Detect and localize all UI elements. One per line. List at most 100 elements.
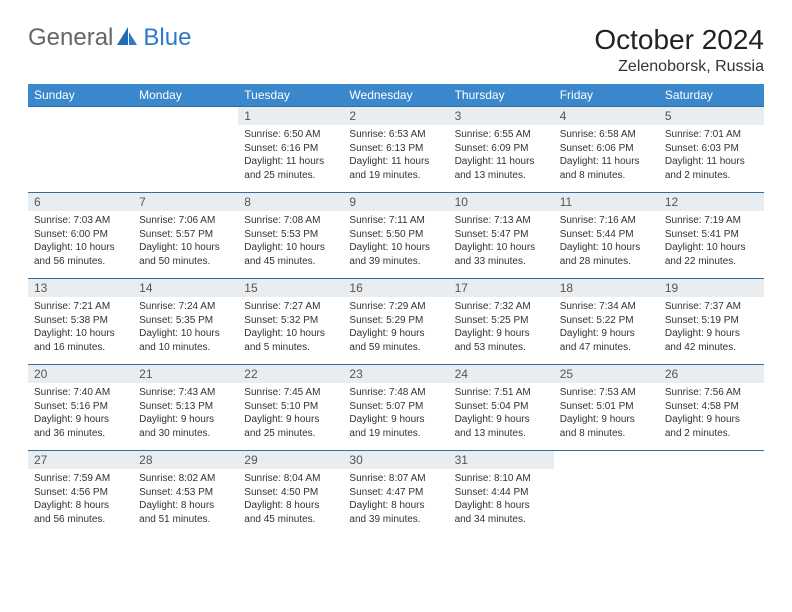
calendar-day-cell: 28Sunrise: 8:02 AMSunset: 4:53 PMDayligh… bbox=[133, 451, 238, 537]
calendar-day-cell: 17Sunrise: 7:32 AMSunset: 5:25 PMDayligh… bbox=[449, 279, 554, 365]
day-number: 22 bbox=[238, 365, 343, 383]
calendar-week-row: 6Sunrise: 7:03 AMSunset: 6:00 PMDaylight… bbox=[28, 193, 764, 279]
sunset-text: Sunset: 5:35 PM bbox=[139, 314, 232, 328]
sunset-text: Sunset: 5:16 PM bbox=[34, 400, 127, 414]
sunset-text: Sunset: 5:44 PM bbox=[560, 228, 653, 242]
sunrise-text: Sunrise: 7:37 AM bbox=[665, 300, 758, 314]
calendar-day-cell: 1Sunrise: 6:50 AMSunset: 6:16 PMDaylight… bbox=[238, 107, 343, 193]
calendar-week-row: 20Sunrise: 7:40 AMSunset: 5:16 PMDayligh… bbox=[28, 365, 764, 451]
day-details: Sunrise: 7:48 AMSunset: 5:07 PMDaylight:… bbox=[343, 383, 448, 442]
day-details: Sunrise: 6:53 AMSunset: 6:13 PMDaylight:… bbox=[343, 125, 448, 184]
day-number: 13 bbox=[28, 279, 133, 297]
day-number: 2 bbox=[343, 107, 448, 125]
day-details: Sunrise: 7:51 AMSunset: 5:04 PMDaylight:… bbox=[449, 383, 554, 442]
day-details: Sunrise: 7:08 AMSunset: 5:53 PMDaylight:… bbox=[238, 211, 343, 270]
daylight-text: Daylight: 9 hours and 47 minutes. bbox=[560, 327, 653, 354]
daylight-text: Daylight: 10 hours and 22 minutes. bbox=[665, 241, 758, 268]
sunrise-text: Sunrise: 7:43 AM bbox=[139, 386, 232, 400]
sunset-text: Sunset: 4:50 PM bbox=[244, 486, 337, 500]
sunset-text: Sunset: 5:13 PM bbox=[139, 400, 232, 414]
sunset-text: Sunset: 6:09 PM bbox=[455, 142, 548, 156]
day-number: 6 bbox=[28, 193, 133, 211]
sunrise-text: Sunrise: 7:11 AM bbox=[349, 214, 442, 228]
sunrise-text: Sunrise: 6:58 AM bbox=[560, 128, 653, 142]
day-number: 29 bbox=[238, 451, 343, 469]
daylight-text: Daylight: 9 hours and 19 minutes. bbox=[349, 413, 442, 440]
calendar-day-cell: 30Sunrise: 8:07 AMSunset: 4:47 PMDayligh… bbox=[343, 451, 448, 537]
day-number: 24 bbox=[449, 365, 554, 383]
daylight-text: Daylight: 10 hours and 28 minutes. bbox=[560, 241, 653, 268]
daylight-text: Daylight: 9 hours and 8 minutes. bbox=[560, 413, 653, 440]
daylight-text: Daylight: 11 hours and 8 minutes. bbox=[560, 155, 653, 182]
day-details: Sunrise: 8:04 AMSunset: 4:50 PMDaylight:… bbox=[238, 469, 343, 528]
day-details: Sunrise: 7:59 AMSunset: 4:56 PMDaylight:… bbox=[28, 469, 133, 528]
daylight-text: Daylight: 8 hours and 34 minutes. bbox=[455, 499, 548, 526]
sunset-text: Sunset: 5:57 PM bbox=[139, 228, 232, 242]
calendar-day-cell: 9Sunrise: 7:11 AMSunset: 5:50 PMDaylight… bbox=[343, 193, 448, 279]
weekday-header: Saturday bbox=[659, 84, 764, 107]
day-number: 25 bbox=[554, 365, 659, 383]
day-details: Sunrise: 7:16 AMSunset: 5:44 PMDaylight:… bbox=[554, 211, 659, 270]
sunrise-text: Sunrise: 7:56 AM bbox=[665, 386, 758, 400]
sunset-text: Sunset: 6:16 PM bbox=[244, 142, 337, 156]
daylight-text: Daylight: 9 hours and 30 minutes. bbox=[139, 413, 232, 440]
weekday-header: Monday bbox=[133, 84, 238, 107]
day-number: 28 bbox=[133, 451, 238, 469]
daylight-text: Daylight: 11 hours and 19 minutes. bbox=[349, 155, 442, 182]
sunrise-text: Sunrise: 7:45 AM bbox=[244, 386, 337, 400]
day-details: Sunrise: 7:01 AMSunset: 6:03 PMDaylight:… bbox=[659, 125, 764, 184]
daylight-text: Daylight: 9 hours and 42 minutes. bbox=[665, 327, 758, 354]
calendar-day-cell: 26Sunrise: 7:56 AMSunset: 4:58 PMDayligh… bbox=[659, 365, 764, 451]
calendar-week-row: 13Sunrise: 7:21 AMSunset: 5:38 PMDayligh… bbox=[28, 279, 764, 365]
sunrise-text: Sunrise: 7:21 AM bbox=[34, 300, 127, 314]
calendar-day-cell: 8Sunrise: 7:08 AMSunset: 5:53 PMDaylight… bbox=[238, 193, 343, 279]
sunset-text: Sunset: 5:22 PM bbox=[560, 314, 653, 328]
day-details: Sunrise: 7:34 AMSunset: 5:22 PMDaylight:… bbox=[554, 297, 659, 356]
daylight-text: Daylight: 9 hours and 13 minutes. bbox=[455, 413, 548, 440]
month-title: October 2024 bbox=[594, 24, 764, 56]
sunrise-text: Sunrise: 7:13 AM bbox=[455, 214, 548, 228]
calendar-day-cell: 25Sunrise: 7:53 AMSunset: 5:01 PMDayligh… bbox=[554, 365, 659, 451]
calendar-day-cell: 20Sunrise: 7:40 AMSunset: 5:16 PMDayligh… bbox=[28, 365, 133, 451]
sunset-text: Sunset: 5:07 PM bbox=[349, 400, 442, 414]
sunrise-text: Sunrise: 7:27 AM bbox=[244, 300, 337, 314]
daylight-text: Daylight: 8 hours and 51 minutes. bbox=[139, 499, 232, 526]
day-number: 15 bbox=[238, 279, 343, 297]
day-details: Sunrise: 7:43 AMSunset: 5:13 PMDaylight:… bbox=[133, 383, 238, 442]
weekday-header-row: Sunday Monday Tuesday Wednesday Thursday… bbox=[28, 84, 764, 107]
sunrise-text: Sunrise: 8:07 AM bbox=[349, 472, 442, 486]
daylight-text: Daylight: 8 hours and 56 minutes. bbox=[34, 499, 127, 526]
day-number: 1 bbox=[238, 107, 343, 125]
calendar-day-cell: 3Sunrise: 6:55 AMSunset: 6:09 PMDaylight… bbox=[449, 107, 554, 193]
daylight-text: Daylight: 10 hours and 33 minutes. bbox=[455, 241, 548, 268]
day-number: 26 bbox=[659, 365, 764, 383]
daylight-text: Daylight: 8 hours and 45 minutes. bbox=[244, 499, 337, 526]
calendar-day-cell: 14Sunrise: 7:24 AMSunset: 5:35 PMDayligh… bbox=[133, 279, 238, 365]
weekday-header: Thursday bbox=[449, 84, 554, 107]
day-details: Sunrise: 7:32 AMSunset: 5:25 PMDaylight:… bbox=[449, 297, 554, 356]
day-number: 7 bbox=[133, 193, 238, 211]
sunrise-text: Sunrise: 8:10 AM bbox=[455, 472, 548, 486]
sunrise-text: Sunrise: 8:02 AM bbox=[139, 472, 232, 486]
calendar-day-cell bbox=[133, 107, 238, 193]
sunset-text: Sunset: 5:50 PM bbox=[349, 228, 442, 242]
daylight-text: Daylight: 10 hours and 16 minutes. bbox=[34, 327, 127, 354]
calendar-day-cell: 4Sunrise: 6:58 AMSunset: 6:06 PMDaylight… bbox=[554, 107, 659, 193]
sunrise-text: Sunrise: 7:01 AM bbox=[665, 128, 758, 142]
day-details: Sunrise: 7:19 AMSunset: 5:41 PMDaylight:… bbox=[659, 211, 764, 270]
calendar-day-cell: 11Sunrise: 7:16 AMSunset: 5:44 PMDayligh… bbox=[554, 193, 659, 279]
day-number: 5 bbox=[659, 107, 764, 125]
day-number: 20 bbox=[28, 365, 133, 383]
sunrise-text: Sunrise: 7:40 AM bbox=[34, 386, 127, 400]
calendar-day-cell: 12Sunrise: 7:19 AMSunset: 5:41 PMDayligh… bbox=[659, 193, 764, 279]
day-details: Sunrise: 6:50 AMSunset: 6:16 PMDaylight:… bbox=[238, 125, 343, 184]
daylight-text: Daylight: 11 hours and 25 minutes. bbox=[244, 155, 337, 182]
day-number: 3 bbox=[449, 107, 554, 125]
sunset-text: Sunset: 5:38 PM bbox=[34, 314, 127, 328]
calendar-day-cell: 2Sunrise: 6:53 AMSunset: 6:13 PMDaylight… bbox=[343, 107, 448, 193]
calendar-week-row: 1Sunrise: 6:50 AMSunset: 6:16 PMDaylight… bbox=[28, 107, 764, 193]
calendar-day-cell bbox=[554, 451, 659, 537]
day-details: Sunrise: 7:40 AMSunset: 5:16 PMDaylight:… bbox=[28, 383, 133, 442]
sunset-text: Sunset: 5:47 PM bbox=[455, 228, 548, 242]
calendar-day-cell bbox=[28, 107, 133, 193]
